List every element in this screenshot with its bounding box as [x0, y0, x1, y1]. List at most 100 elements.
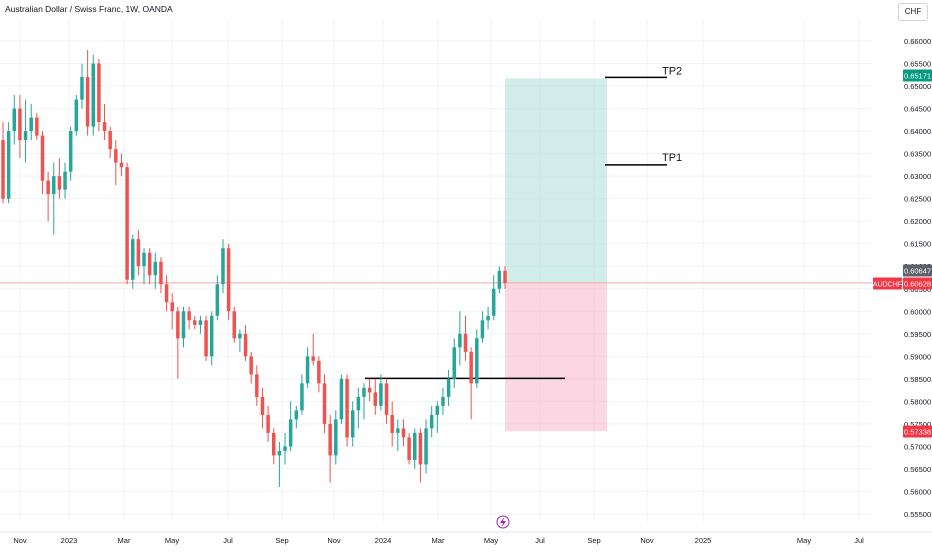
- candle-body: [356, 396, 361, 411]
- candle-body: [435, 405, 440, 415]
- candle-body: [57, 176, 62, 190]
- x-tick-label: 2025: [695, 536, 712, 545]
- candle-body: [491, 288, 496, 316]
- position-zones: [505, 78, 607, 432]
- candle-body: [367, 387, 372, 393]
- candle-body: [130, 239, 135, 280]
- candle-body: [63, 171, 67, 190]
- x-tick-label: Mar: [118, 536, 131, 545]
- y-tick-label: 0.58500: [904, 375, 931, 384]
- candle-body: [249, 356, 253, 375]
- candle-body: [125, 167, 129, 280]
- candle-body: [52, 176, 56, 195]
- candle-body: [452, 347, 456, 379]
- candle-body: [91, 63, 95, 127]
- symbol-tag: AUDCHF: [873, 282, 902, 289]
- candle-body: [238, 333, 242, 339]
- x-tick-label: Nov: [327, 536, 341, 545]
- candle-body: [497, 270, 502, 289]
- y-tick-label: 0.55500: [904, 510, 931, 519]
- grid: [0, 20, 872, 522]
- symbol-price-label: 0.60628: [904, 280, 931, 289]
- tp-price-label: 0.65171: [904, 72, 931, 81]
- sl-price-label-bg: [903, 425, 932, 438]
- candles: [1, 50, 507, 487]
- candle-body: [136, 239, 141, 267]
- y-tick-label: 0.59000: [904, 352, 931, 361]
- candle-body: [418, 432, 423, 465]
- x-tick-label: Jul: [535, 536, 545, 545]
- candle-body: [260, 396, 265, 415]
- symbol-price-label-bg: [903, 277, 932, 290]
- candle-body: [413, 432, 417, 460]
- candle-body: [176, 311, 180, 339]
- x-tick-label: Nov: [13, 536, 27, 545]
- candle-body: [204, 320, 208, 357]
- y-tick-label: 0.65500: [904, 60, 931, 69]
- candle-body: [350, 410, 355, 438]
- x-tick-label: Sep: [275, 536, 288, 545]
- x-tick-label: May: [165, 536, 179, 545]
- candle-body: [159, 261, 163, 285]
- candle-body: [232, 311, 237, 339]
- candle-body: [379, 383, 383, 406]
- candle-body: [142, 252, 146, 267]
- candle-body: [198, 320, 203, 325]
- candle-body: [486, 315, 490, 321]
- candle-body: [328, 423, 332, 456]
- candle-body: [35, 117, 39, 136]
- candle-body: [407, 437, 411, 460]
- candle-body: [68, 131, 73, 172]
- candle-body: [339, 378, 344, 420]
- y-tick-label: 0.62000: [904, 217, 931, 226]
- candle-body: [429, 414, 434, 429]
- y-tick-label: 0.59500: [904, 330, 931, 339]
- profit-zone: [505, 78, 607, 283]
- candle-body: [362, 387, 366, 397]
- candle-body: [80, 77, 84, 100]
- y-tick-label: 0.58000: [904, 397, 931, 406]
- candle-body: [480, 320, 485, 339]
- candle-body: [114, 149, 118, 163]
- loss-zone: [505, 282, 607, 432]
- candle-body: [193, 320, 197, 325]
- candle-body: [266, 414, 270, 433]
- candle-body: [85, 77, 90, 127]
- currency-selector[interactable]: CHF: [898, 3, 928, 21]
- candle-body: [424, 428, 428, 465]
- x-tick-label: 2024: [375, 536, 392, 545]
- x-tick-label: Jul: [854, 536, 864, 545]
- candle-body: [396, 428, 400, 433]
- candle-body: [6, 131, 11, 199]
- candle-body: [446, 378, 451, 397]
- x-tick-label: May: [797, 536, 811, 545]
- candle-body: [181, 311, 186, 339]
- tp2-label: TP2: [662, 65, 682, 77]
- y-tick-label: 0.62500: [904, 195, 931, 204]
- y-tick-label: 0.64500: [904, 105, 931, 114]
- candle-body: [23, 131, 28, 141]
- candle-body: [401, 428, 406, 438]
- price-labels: 0.65171 0.60647 0.60628 0.57338 AUDCHF: [873, 69, 932, 438]
- candle-body: [317, 360, 321, 384]
- candle-body: [29, 117, 33, 132]
- candle-body: [46, 180, 50, 195]
- y-tick-label: 0.60000: [904, 307, 931, 316]
- candle-body: [300, 383, 304, 411]
- candle-body: [469, 351, 473, 384]
- last-price-label: 0.60647: [904, 267, 931, 276]
- tp-price-label-bg: [903, 69, 932, 82]
- level-lines: TP2 TP1: [0, 65, 872, 380]
- candle-body: [108, 131, 112, 150]
- y-tick-label: 0.66000: [904, 37, 931, 46]
- symbol-tag-bg: [873, 277, 902, 290]
- y-tick-label: 0.65000: [904, 82, 931, 91]
- candle-body: [288, 419, 293, 447]
- candle-body: [322, 383, 327, 424]
- candle-body: [187, 311, 191, 321]
- y-tick-label: 0.57500: [904, 420, 931, 429]
- candle-body: [271, 432, 276, 456]
- candle-body: [384, 383, 389, 415]
